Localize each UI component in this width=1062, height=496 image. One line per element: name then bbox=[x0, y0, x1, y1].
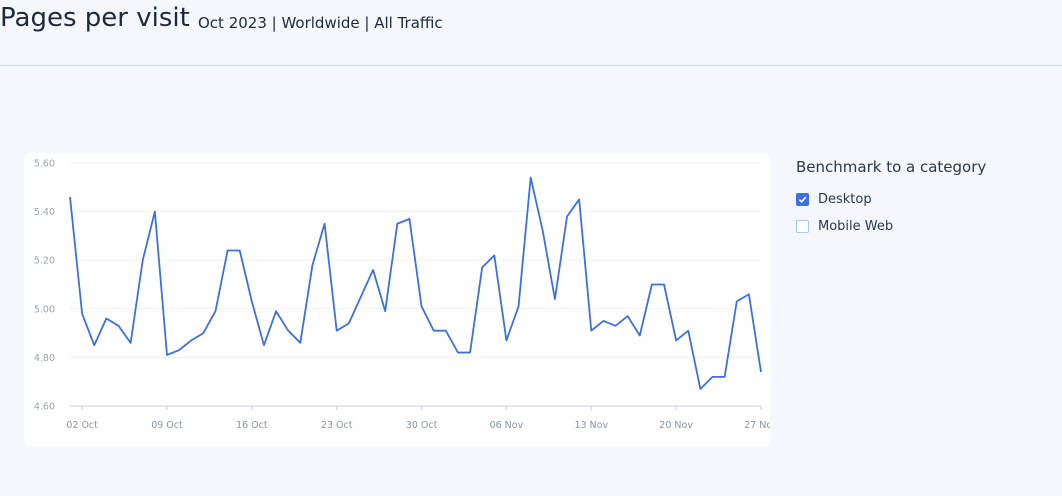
data-point bbox=[227, 249, 229, 251]
data-point bbox=[590, 330, 592, 332]
data-point bbox=[481, 266, 483, 268]
data-point bbox=[566, 215, 568, 217]
data-point bbox=[518, 305, 520, 307]
data-point bbox=[336, 330, 338, 332]
mobile-web-label: Mobile Web bbox=[818, 219, 894, 234]
data-point bbox=[299, 342, 301, 344]
data-point bbox=[421, 305, 423, 307]
data-point bbox=[724, 376, 726, 378]
data-point bbox=[578, 198, 580, 200]
y-tick-label: 5.60 bbox=[34, 159, 55, 170]
data-point bbox=[251, 301, 253, 303]
x-tick-label: 06 Nov bbox=[490, 420, 524, 431]
x-tick-label: 16 Oct bbox=[236, 420, 268, 431]
data-point bbox=[615, 325, 617, 327]
chart-card: 5.60 5.40 5.20 5.00 4.80 4.60 02 Oct 09 Oct 16 O… bbox=[24, 153, 770, 446]
data-point bbox=[530, 177, 532, 179]
x-tick-label: 30 Oct bbox=[406, 420, 438, 431]
x-tick-label: 13 Nov bbox=[574, 420, 608, 431]
data-point bbox=[712, 376, 714, 378]
data-point bbox=[396, 223, 398, 225]
data-point bbox=[81, 313, 83, 315]
benchmark-title: Benchmark to a category bbox=[796, 158, 987, 176]
data-point bbox=[142, 259, 144, 261]
x-tick-label: 27 Nov bbox=[744, 420, 770, 431]
data-point bbox=[130, 342, 132, 344]
data-point bbox=[154, 211, 156, 213]
data-point bbox=[214, 310, 216, 312]
data-point bbox=[360, 296, 362, 298]
mobile-web-checkbox[interactable] bbox=[796, 220, 809, 233]
data-point bbox=[105, 318, 107, 320]
y-tick-label: 4.60 bbox=[34, 402, 55, 413]
data-point bbox=[372, 269, 374, 271]
data-point bbox=[699, 388, 701, 390]
data-point bbox=[202, 332, 204, 334]
data-point bbox=[687, 330, 689, 332]
data-point bbox=[760, 371, 762, 373]
y-tick-label: 5.20 bbox=[34, 256, 55, 267]
data-point bbox=[348, 322, 350, 324]
data-point bbox=[602, 320, 604, 322]
page-subtitle: Oct 2023 | Worldwide | All Traffic bbox=[198, 14, 443, 32]
data-point bbox=[166, 354, 168, 356]
data-point bbox=[542, 230, 544, 232]
page-header: Pages per visit Oct 2023 | Worldwide | A… bbox=[0, 0, 1062, 66]
benchmark-panel: Benchmark to a category Desktop Mobile W… bbox=[796, 158, 1046, 240]
data-point bbox=[505, 339, 507, 341]
data-point bbox=[469, 352, 471, 354]
data-point bbox=[93, 344, 95, 346]
data-point bbox=[275, 310, 277, 312]
check-icon bbox=[798, 196, 807, 204]
data-point bbox=[493, 254, 495, 256]
data-point bbox=[190, 339, 192, 341]
pages-per-visit-chart: 5.60 5.40 5.20 5.00 4.80 4.60 02 Oct 09 Oct 16 O… bbox=[34, 159, 770, 432]
data-point bbox=[433, 330, 435, 332]
data-point bbox=[457, 352, 459, 354]
y-tick-label: 4.80 bbox=[34, 353, 55, 364]
data-point bbox=[651, 284, 653, 286]
benchmark-option-mobile-web[interactable]: Mobile Web bbox=[796, 213, 1046, 240]
data-point bbox=[639, 335, 641, 337]
desktop-label: Desktop bbox=[818, 192, 872, 207]
data-point bbox=[675, 339, 677, 341]
data-point bbox=[554, 298, 556, 300]
y-tick-label: 5.40 bbox=[34, 207, 55, 218]
data-point bbox=[736, 301, 738, 303]
data-point bbox=[408, 218, 410, 220]
data-point bbox=[663, 284, 665, 286]
data-point bbox=[445, 330, 447, 332]
data-point bbox=[178, 349, 180, 351]
data-point bbox=[263, 344, 265, 346]
x-tick-label: 20 Nov bbox=[659, 420, 693, 431]
data-point bbox=[324, 223, 326, 225]
data-point bbox=[287, 330, 289, 332]
data-point bbox=[748, 293, 750, 295]
x-tick-label: 02 Oct bbox=[66, 420, 98, 431]
series-line bbox=[69, 176, 762, 390]
y-tick-label: 5.00 bbox=[34, 304, 55, 315]
x-tick-label: 23 Oct bbox=[321, 420, 353, 431]
desktop-checkbox[interactable] bbox=[796, 193, 809, 206]
data-point bbox=[117, 325, 119, 327]
data-point bbox=[311, 264, 313, 266]
data-point bbox=[384, 310, 386, 312]
data-point bbox=[69, 196, 71, 198]
page-title: Pages per visit bbox=[0, 3, 190, 33]
data-point bbox=[239, 249, 241, 251]
data-point bbox=[627, 315, 629, 317]
x-tick-label: 09 Oct bbox=[151, 420, 183, 431]
benchmark-option-desktop[interactable]: Desktop bbox=[796, 186, 1046, 213]
